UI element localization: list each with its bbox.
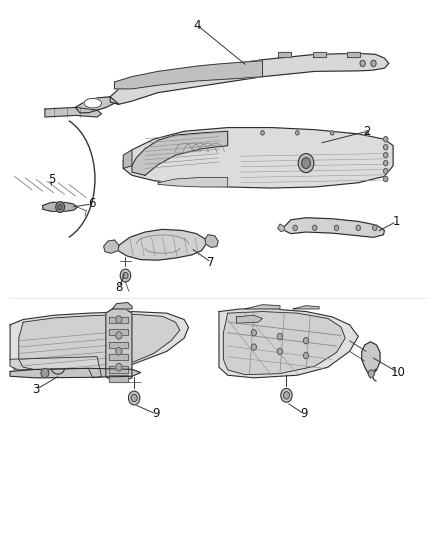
Polygon shape — [110, 342, 128, 348]
Text: 7: 7 — [208, 256, 215, 269]
Polygon shape — [110, 375, 128, 382]
Polygon shape — [205, 235, 218, 247]
Polygon shape — [278, 52, 291, 57]
Polygon shape — [10, 368, 141, 378]
Circle shape — [261, 131, 264, 135]
Text: 4: 4 — [194, 19, 201, 32]
Polygon shape — [75, 97, 119, 113]
Text: 6: 6 — [88, 197, 95, 211]
Polygon shape — [158, 177, 228, 187]
Circle shape — [251, 329, 256, 336]
Circle shape — [123, 272, 128, 279]
Polygon shape — [123, 127, 393, 188]
Polygon shape — [110, 354, 128, 360]
Circle shape — [293, 225, 297, 230]
Circle shape — [116, 316, 122, 323]
Circle shape — [116, 332, 122, 339]
Circle shape — [384, 176, 388, 182]
Circle shape — [116, 348, 122, 355]
Circle shape — [304, 352, 309, 359]
Polygon shape — [110, 366, 128, 373]
Circle shape — [384, 168, 388, 174]
Polygon shape — [293, 306, 319, 309]
Polygon shape — [10, 312, 188, 374]
Circle shape — [58, 205, 62, 210]
Circle shape — [384, 144, 388, 150]
Polygon shape — [45, 108, 102, 117]
Polygon shape — [110, 329, 128, 335]
Circle shape — [302, 158, 311, 168]
Ellipse shape — [84, 99, 102, 108]
Circle shape — [56, 202, 64, 213]
Text: 8: 8 — [115, 281, 123, 294]
Text: 9: 9 — [152, 407, 159, 421]
Polygon shape — [123, 150, 132, 168]
Circle shape — [120, 269, 131, 282]
Polygon shape — [19, 314, 180, 372]
Circle shape — [365, 131, 369, 135]
Circle shape — [330, 131, 334, 135]
Circle shape — [41, 368, 49, 378]
Polygon shape — [110, 317, 128, 323]
Polygon shape — [106, 309, 132, 381]
Polygon shape — [219, 309, 358, 378]
Circle shape — [373, 225, 377, 230]
Polygon shape — [132, 131, 228, 175]
Circle shape — [371, 60, 376, 67]
Circle shape — [128, 391, 140, 405]
Circle shape — [283, 392, 290, 399]
Polygon shape — [237, 316, 262, 323]
Polygon shape — [115, 61, 262, 89]
Circle shape — [131, 394, 137, 402]
Polygon shape — [43, 203, 78, 212]
Polygon shape — [347, 52, 360, 57]
Polygon shape — [223, 312, 345, 375]
Polygon shape — [10, 357, 102, 378]
Circle shape — [281, 389, 292, 402]
Polygon shape — [313, 52, 325, 57]
Polygon shape — [104, 240, 119, 253]
Circle shape — [368, 370, 374, 377]
Text: 2: 2 — [363, 125, 371, 138]
Polygon shape — [113, 303, 132, 309]
Polygon shape — [362, 342, 380, 378]
Circle shape — [356, 225, 360, 230]
Text: 1: 1 — [393, 215, 400, 228]
Polygon shape — [245, 305, 280, 309]
Circle shape — [360, 60, 365, 67]
Circle shape — [277, 333, 283, 340]
Circle shape — [313, 225, 317, 230]
Text: 10: 10 — [391, 366, 406, 379]
Polygon shape — [284, 217, 385, 237]
Polygon shape — [278, 224, 284, 231]
Text: 3: 3 — [32, 383, 40, 396]
Circle shape — [251, 344, 256, 350]
Circle shape — [304, 337, 309, 344]
Text: 9: 9 — [300, 407, 307, 421]
Circle shape — [298, 154, 314, 173]
Circle shape — [116, 364, 122, 371]
Circle shape — [277, 348, 283, 354]
Text: 5: 5 — [48, 173, 55, 185]
Circle shape — [296, 131, 299, 135]
Polygon shape — [110, 53, 389, 104]
Circle shape — [334, 225, 339, 230]
Circle shape — [384, 136, 388, 142]
Circle shape — [384, 160, 388, 166]
Polygon shape — [118, 229, 206, 260]
Circle shape — [384, 152, 388, 158]
